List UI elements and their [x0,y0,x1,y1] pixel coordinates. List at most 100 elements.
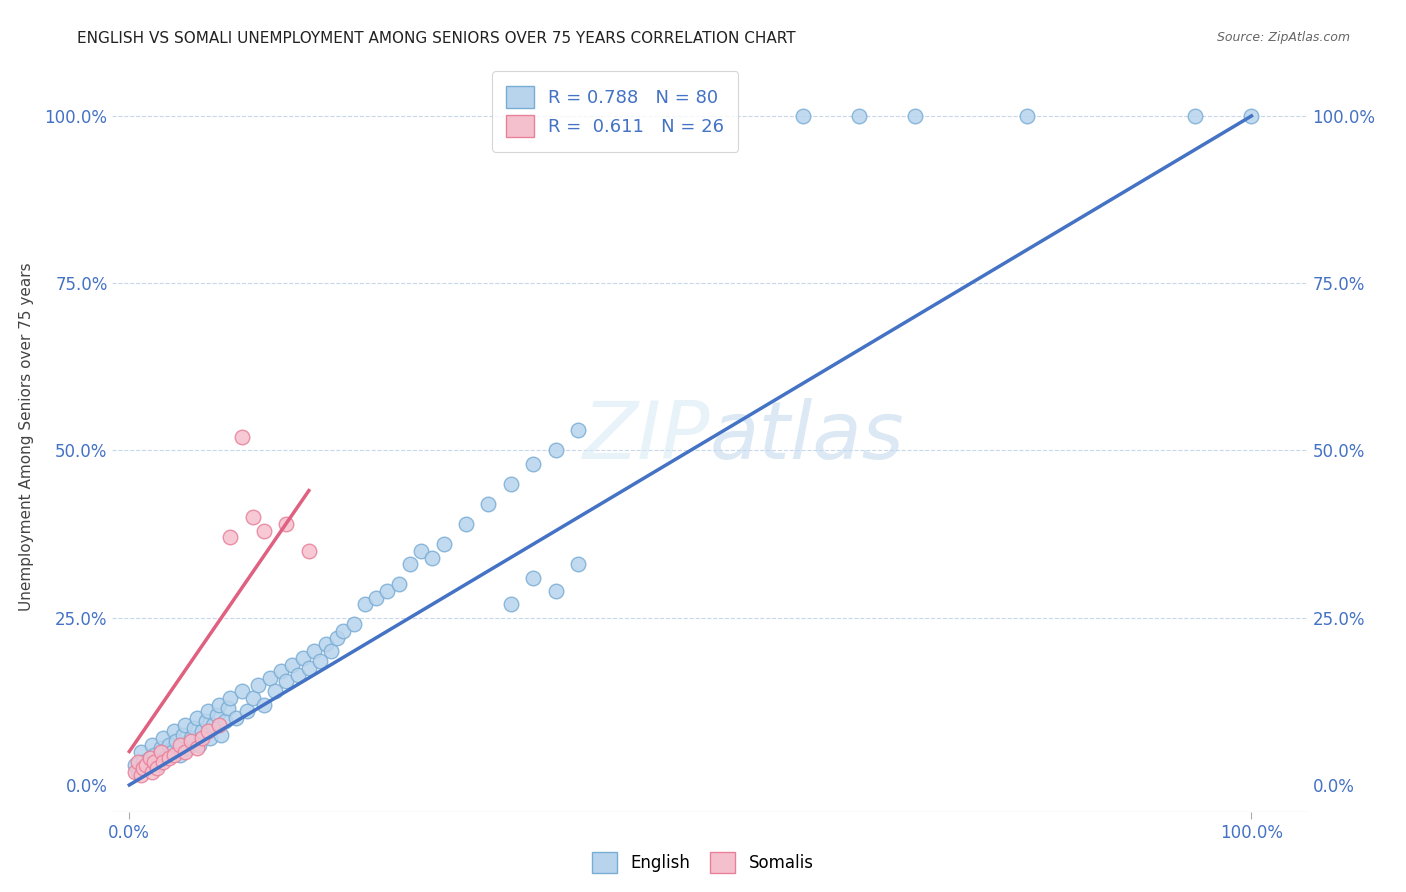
Point [138,751,160,765]
Point [165,734,187,748]
Point [186,711,208,725]
Point [174,717,197,731]
Point [219,530,242,544]
Point [298,544,321,558]
Point [242,690,264,705]
Point [432,537,454,551]
Point [138,751,160,765]
Point [174,744,197,758]
Point [236,705,259,719]
Point [129,744,152,758]
Point [172,728,194,742]
Point [276,517,298,532]
Point [1184,109,1206,123]
Point [567,424,589,438]
Point [180,731,202,746]
Point [135,761,157,775]
Point [231,430,253,444]
Point [205,707,228,722]
Point [321,644,343,658]
Point [197,705,219,719]
Point [194,714,217,729]
Point [354,598,377,612]
Point [343,617,366,632]
Text: Source: ZipAtlas.com: Source: ZipAtlas.com [1216,31,1350,45]
Point [127,755,149,769]
Point [388,577,411,591]
Point [304,644,326,658]
Point [149,741,172,756]
Legend: English, Somalis: English, Somalis [585,846,821,880]
Point [135,758,157,772]
Point [366,591,388,605]
Point [176,741,198,756]
Point [904,109,927,123]
Point [163,724,186,739]
Point [454,517,477,532]
Point [198,731,221,746]
Point [259,671,281,685]
Point [499,598,522,612]
Point [214,714,236,729]
Point [191,731,214,746]
Point [1240,109,1263,123]
Legend: R = 0.788   N = 80, R =  0.611   N = 26: R = 0.788 N = 80, R = 0.611 N = 26 [492,71,738,152]
Point [209,728,232,742]
Point [191,724,214,739]
Text: ZIP: ZIP [582,398,710,476]
Point [132,761,155,775]
Point [1015,109,1038,123]
Point [187,738,209,752]
Point [208,698,231,712]
Point [129,768,152,782]
Text: atlas: atlas [710,398,905,476]
Point [247,678,270,692]
Point [231,684,253,698]
Point [132,755,155,769]
Point [225,711,247,725]
Point [124,764,146,779]
Point [377,584,399,599]
Point [287,667,309,681]
Point [152,731,174,746]
Point [270,664,292,679]
Point [544,584,567,599]
Point [477,497,499,511]
Point [219,690,242,705]
Point [326,631,349,645]
Point [522,571,544,585]
Point [409,544,432,558]
Point [149,744,172,758]
Point [499,476,522,491]
Point [152,755,174,769]
Point [141,764,163,779]
Point [264,684,287,698]
Point [544,443,567,458]
Point [848,109,870,123]
Point [315,637,337,651]
Point [197,724,219,739]
Point [253,698,276,712]
Point [522,457,544,471]
Point [217,701,239,715]
Point [183,721,205,735]
Point [253,524,276,538]
Point [420,550,443,565]
Point [208,717,231,731]
Point [202,717,225,731]
Point [155,751,177,765]
Point [792,109,814,123]
Point [146,761,169,775]
Point [276,674,298,689]
Point [169,747,191,762]
Point [143,747,166,762]
Point [143,755,166,769]
Point [180,734,202,748]
Point [186,741,208,756]
Point [281,657,304,672]
Point [146,758,169,772]
Point [127,764,149,779]
Point [160,744,183,758]
Point [298,661,321,675]
Point [157,751,180,765]
